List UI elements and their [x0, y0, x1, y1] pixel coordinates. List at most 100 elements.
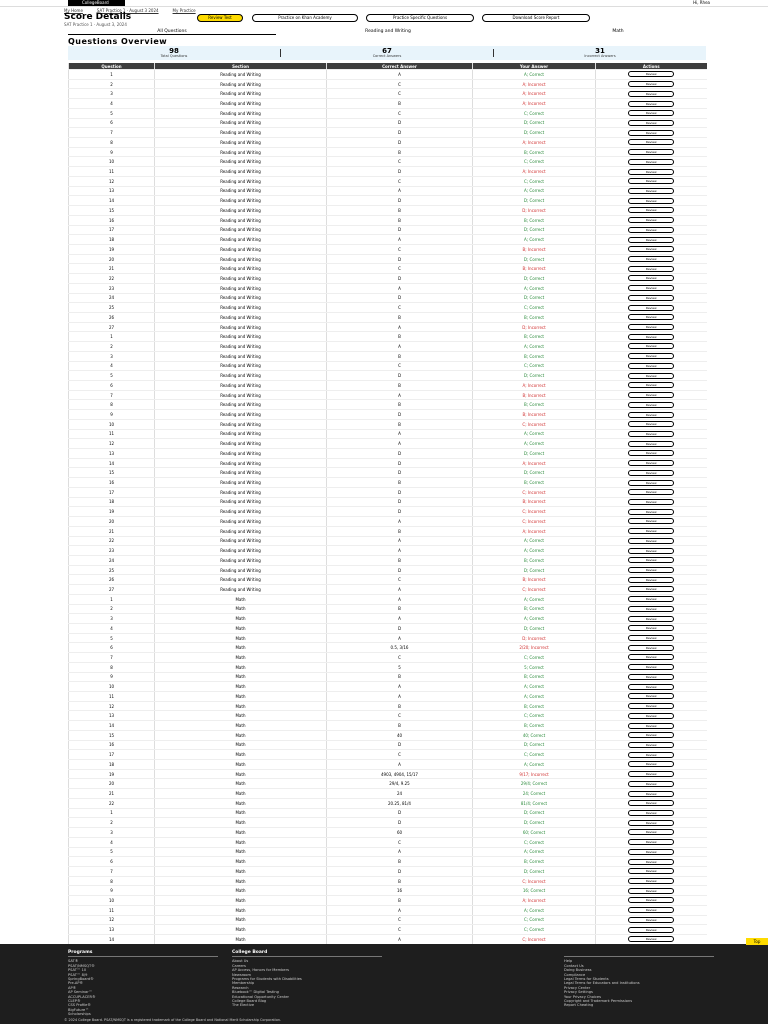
footer-link[interactable]: Doing Business: [564, 968, 592, 973]
review-button[interactable]: Review: [628, 596, 675, 603]
footer-link[interactable]: Programs for Students with Disabilities: [232, 977, 302, 982]
review-button[interactable]: Review: [628, 557, 675, 564]
review-button[interactable]: Review: [628, 129, 675, 136]
review-button[interactable]: Review: [628, 207, 675, 214]
review-button[interactable]: Review: [628, 809, 675, 816]
tab[interactable]: Math: [612, 29, 624, 34]
logo[interactable]: CollegeBoard: [68, 0, 125, 6]
review-button[interactable]: Review: [628, 314, 675, 321]
review-button[interactable]: Review: [628, 771, 675, 778]
review-button[interactable]: Review: [628, 605, 675, 612]
review-button[interactable]: Review: [628, 178, 675, 185]
tab[interactable]: Reading and Writing: [365, 29, 411, 34]
review-button[interactable]: Review: [628, 217, 675, 224]
review-button[interactable]: Review: [628, 362, 675, 369]
review-button[interactable]: Review: [628, 81, 675, 88]
footer-link[interactable]: Research: [232, 985, 249, 990]
review-button[interactable]: Review: [628, 304, 675, 311]
footer-link[interactable]: CSS Profile®: [68, 1003, 91, 1008]
review-button[interactable]: Review: [628, 489, 675, 496]
review-button[interactable]: Review: [628, 479, 675, 486]
review-button[interactable]: Review: [628, 421, 675, 428]
review-button[interactable]: Review: [628, 683, 675, 690]
review-button[interactable]: Review: [628, 110, 675, 117]
review-button[interactable]: Review: [628, 285, 675, 292]
review-button[interactable]: Review: [628, 411, 675, 418]
review-button[interactable]: Review: [628, 139, 675, 146]
review-button[interactable]: Review: [628, 829, 675, 836]
review-button[interactable]: Review: [628, 372, 675, 379]
footer-link[interactable]: Newsroom: [232, 972, 252, 977]
footer-link[interactable]: PSAT/NMSQT®: [68, 963, 95, 968]
review-button[interactable]: Review: [628, 703, 675, 710]
breadcrumb-item[interactable]: My Home: [64, 8, 83, 13]
footer-link[interactable]: PSAT™ 10: [68, 968, 87, 973]
review-button[interactable]: Review: [628, 936, 675, 943]
footer-link[interactable]: Report Cheating: [564, 1003, 594, 1008]
breadcrumb-item[interactable]: SAT Practice 1 · August 3 2024: [96, 8, 159, 13]
footer-link[interactable]: CLEP®: [68, 999, 81, 1004]
review-button[interactable]: Review: [628, 333, 675, 340]
review-button[interactable]: Review: [628, 615, 675, 622]
review-button[interactable]: Review: [628, 625, 675, 632]
button[interactable]: Practice on Khan Academy: [252, 14, 358, 22]
footer-link[interactable]: ACCUPLACER®: [68, 994, 96, 999]
review-button[interactable]: Review: [628, 158, 675, 165]
footer-link[interactable]: Careers: [232, 963, 246, 968]
button[interactable]: Practice Specific Questions: [366, 14, 474, 22]
review-button[interactable]: Review: [628, 498, 675, 505]
footer-link[interactable]: Copyright and Trademark Permissions: [564, 999, 633, 1004]
review-button[interactable]: Review: [628, 819, 675, 826]
footer-link[interactable]: Contact Us: [564, 963, 584, 968]
review-button[interactable]: Review: [628, 848, 675, 855]
review-button[interactable]: Review: [628, 654, 675, 661]
review-button[interactable]: Review: [628, 119, 675, 126]
review-button[interactable]: Review: [628, 265, 675, 272]
review-button[interactable]: Review: [628, 732, 675, 739]
review-button[interactable]: Review: [628, 887, 675, 894]
review-button[interactable]: Review: [628, 537, 675, 544]
footer-link[interactable]: SAT®: [68, 959, 79, 964]
review-button[interactable]: Review: [628, 149, 675, 156]
footer-link[interactable]: Your Privacy Choices: [564, 994, 602, 999]
review-button[interactable]: Review: [628, 236, 675, 243]
review-button[interactable]: Review: [628, 907, 675, 914]
review-button[interactable]: Review: [628, 353, 675, 360]
top-button[interactable]: Top: [746, 938, 768, 945]
review-button[interactable]: Review: [628, 664, 675, 671]
review-button[interactable]: Review: [628, 392, 675, 399]
footer-link[interactable]: The Elective: [232, 1003, 255, 1008]
footer-link[interactable]: BigFuture™: [68, 1007, 89, 1012]
review-button[interactable]: Review: [628, 800, 675, 807]
review-button[interactable]: Review: [628, 761, 675, 768]
footer-link[interactable]: College Board Blog: [232, 999, 267, 1004]
review-button[interactable]: Review: [628, 518, 675, 525]
footer-link[interactable]: AP Access, Honors for Members: [232, 968, 289, 973]
review-button[interactable]: Review: [628, 440, 675, 447]
review-button[interactable]: Review: [628, 790, 675, 797]
review-button[interactable]: Review: [628, 226, 675, 233]
footer-link[interactable]: Privacy Settings: [564, 990, 593, 995]
review-button[interactable]: Review: [628, 712, 675, 719]
review-button[interactable]: Review: [628, 275, 675, 282]
review-button[interactable]: Review: [628, 343, 675, 350]
footer-link[interactable]: Pre-AP®: [68, 981, 84, 986]
review-button[interactable]: Review: [628, 576, 675, 583]
review-button[interactable]: Review: [628, 294, 675, 301]
review-button[interactable]: Review: [628, 751, 675, 758]
tab[interactable]: All Questions: [68, 29, 276, 35]
user-menu[interactable]: Hi, Rhea: [693, 0, 710, 5]
button[interactable]: Review Test: [197, 14, 243, 22]
review-button[interactable]: Review: [628, 567, 675, 574]
footer-link[interactable]: Bluebook™ Digital Testing: [232, 990, 279, 995]
footer-link[interactable]: AP Seminar™: [68, 990, 93, 995]
breadcrumb-item[interactable]: My Practice: [172, 8, 196, 13]
review-button[interactable]: Review: [628, 693, 675, 700]
button[interactable]: Download Score Report: [482, 14, 590, 22]
review-button[interactable]: Review: [628, 858, 675, 865]
footer-link[interactable]: Compliance: [564, 972, 586, 977]
review-button[interactable]: Review: [628, 916, 675, 923]
review-button[interactable]: Review: [628, 90, 675, 97]
footer-link[interactable]: Educational Opportunity Center: [232, 994, 290, 999]
review-button[interactable]: Review: [628, 324, 675, 331]
